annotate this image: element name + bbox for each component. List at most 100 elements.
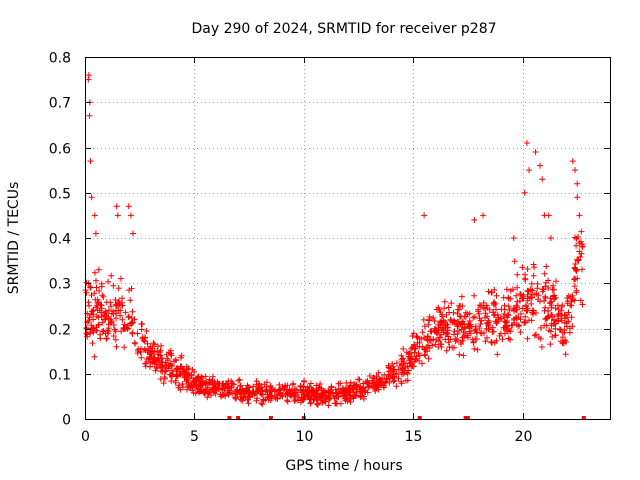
data-point: [178, 352, 185, 359]
data-point: [90, 316, 97, 323]
data-point: [488, 289, 495, 296]
data-point: [433, 306, 440, 313]
data-point: [357, 393, 364, 400]
data-point: [484, 304, 491, 311]
data-point: [250, 383, 257, 390]
data-point: [173, 357, 179, 364]
data-point: [127, 297, 134, 304]
data-point: [554, 313, 561, 319]
data-point: [511, 315, 518, 322]
data-point: [320, 398, 326, 405]
data-point: [137, 349, 144, 355]
data-point: [142, 334, 148, 341]
data-point: [108, 272, 115, 279]
data-point: [516, 298, 523, 305]
data-point: [110, 333, 117, 339]
data-point: [131, 316, 138, 323]
data-point: [473, 336, 480, 342]
data-point: [275, 387, 282, 394]
data-point: [341, 390, 347, 397]
data-point: [154, 348, 161, 354]
data-point: [483, 325, 490, 332]
data-point: [240, 394, 247, 401]
data-point: [523, 140, 530, 146]
data-point: [183, 378, 190, 385]
data-point: [154, 343, 161, 350]
data-point: [119, 295, 126, 302]
data-point: [155, 357, 162, 364]
data-point: [433, 336, 440, 343]
data-point: [409, 344, 416, 351]
data-point: [524, 335, 531, 342]
data-point: [128, 315, 135, 322]
data-point: [253, 397, 260, 404]
data-point: [533, 310, 539, 316]
data-point: [507, 287, 514, 294]
data-point: [127, 212, 134, 219]
data-point: [574, 256, 581, 263]
data-point: [187, 371, 193, 378]
data-point: [528, 280, 535, 287]
data-point: [372, 388, 379, 394]
data-point: [451, 328, 458, 335]
data-point: [143, 360, 150, 367]
data-point: [314, 401, 321, 408]
data-point: [552, 332, 559, 339]
data-points: [82, 72, 586, 420]
data-point: [134, 330, 141, 337]
data-point: [99, 319, 106, 326]
data-point: [126, 287, 133, 294]
data-point: [456, 327, 462, 334]
data-point: [416, 357, 423, 364]
data-point: [415, 350, 422, 357]
data-point: [526, 167, 533, 174]
data-point: [144, 340, 151, 347]
data-point: [419, 360, 425, 367]
data-point: [431, 318, 438, 324]
data-point: [569, 323, 576, 330]
data-point: [260, 396, 267, 403]
y-tick-label: 0.7: [49, 96, 71, 112]
data-point: [405, 353, 412, 360]
data-point: [83, 289, 90, 296]
data-point: [352, 384, 359, 391]
data-point: [503, 286, 510, 293]
data-point: [151, 341, 158, 348]
data-point: [531, 291, 538, 298]
data-point: [539, 288, 546, 295]
data-point: [184, 386, 190, 393]
data-point: [573, 242, 580, 249]
data-point: [268, 386, 275, 393]
data-point: [359, 387, 366, 394]
data-point: [547, 300, 553, 307]
y-axis-title: SRMTID / TECUs: [6, 182, 22, 295]
data-point: [484, 334, 490, 341]
data-point: [301, 378, 308, 385]
data-point: [319, 391, 326, 398]
data-point: [493, 306, 499, 313]
data-point: [163, 351, 170, 358]
data-point: [87, 284, 93, 290]
grid-lines: [85, 57, 610, 419]
data-point: [569, 292, 576, 299]
data-point: [158, 355, 165, 362]
data-point: [390, 367, 397, 374]
data-point: [464, 332, 471, 339]
data-point: [454, 337, 460, 343]
data-point: [489, 339, 495, 346]
data-point: [150, 340, 157, 346]
data-point: [493, 320, 500, 327]
data-point: [222, 393, 229, 399]
data-point: [476, 325, 483, 332]
data-point: [547, 295, 554, 302]
data-point: [103, 335, 110, 342]
data-point: [481, 330, 487, 336]
data-point: [83, 325, 90, 332]
data-point: [226, 387, 233, 394]
data-point: [193, 382, 200, 389]
data-point: [94, 302, 100, 309]
data-point: [399, 371, 405, 378]
data-point: [305, 386, 312, 393]
data-point: [519, 295, 526, 301]
data-point: [473, 329, 480, 336]
